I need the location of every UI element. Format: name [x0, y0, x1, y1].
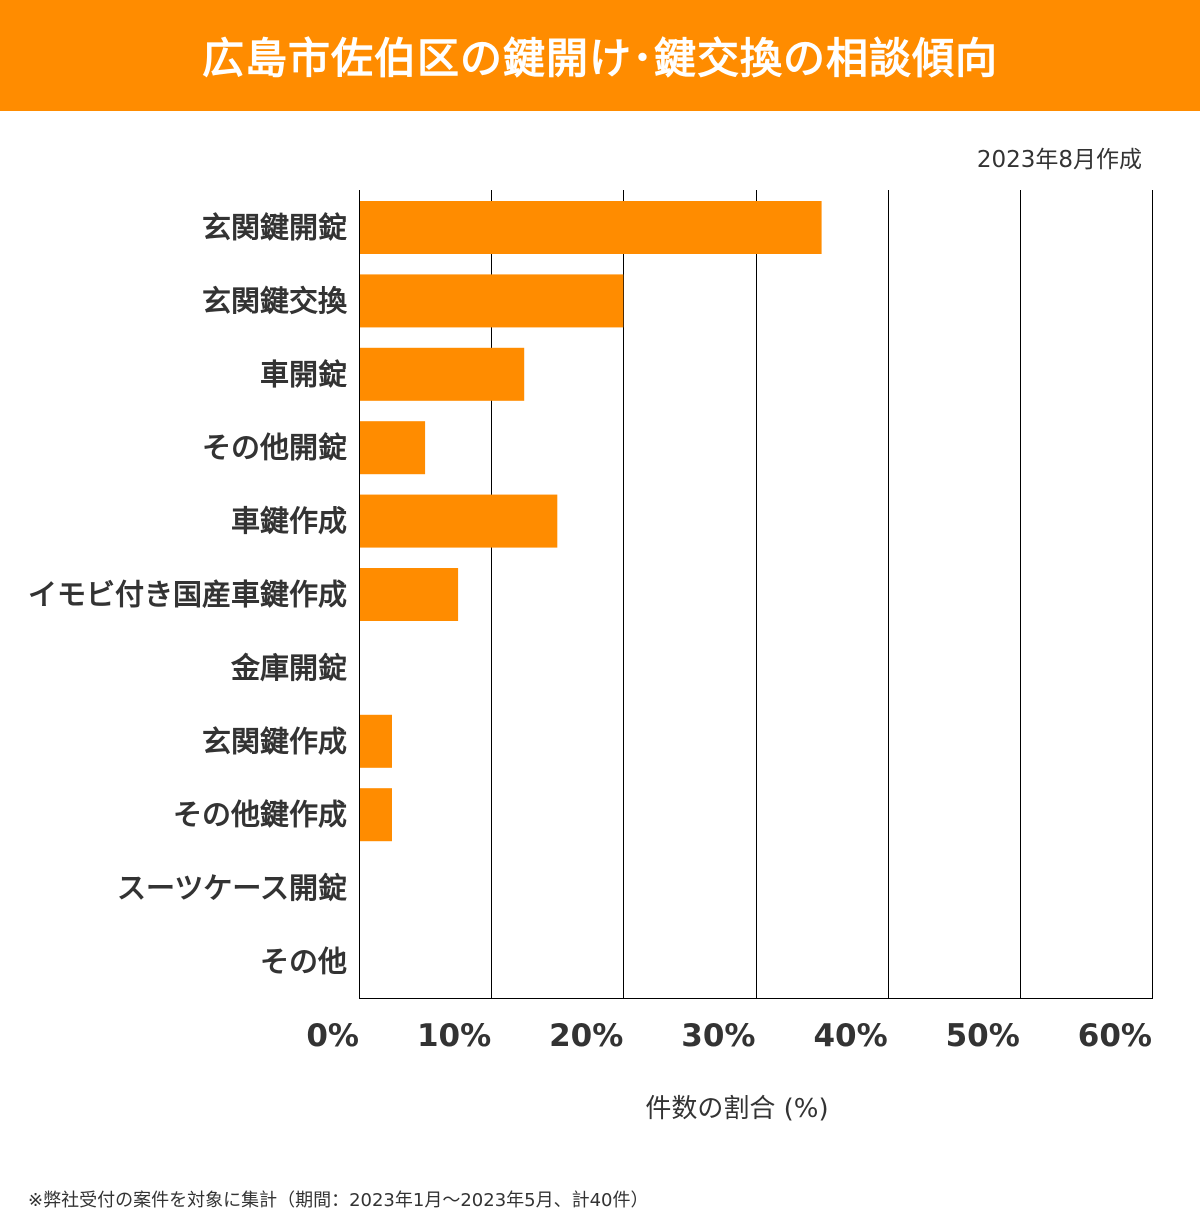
x-tick-label-50: 50%	[946, 1018, 1020, 1054]
bar-4	[359, 494, 558, 548]
category-label-6: 金庫開錠	[230, 651, 347, 685]
bar-0	[359, 201, 822, 254]
x-axis-title: 件数の割合 (%)	[645, 1094, 829, 1124]
category-label-5: イモビ付き国産車鍵作成	[28, 578, 347, 612]
x-tick-label-60: 60%	[1078, 1018, 1152, 1054]
grid-layer	[491, 190, 1153, 998]
bar-5	[359, 568, 459, 621]
category-label-1: 玄関鍵交換	[202, 284, 348, 318]
category-label-2: 車開錠	[260, 357, 347, 391]
bar-8	[359, 788, 392, 842]
category-label-9: スーツケース開錠	[117, 871, 347, 905]
x-tick-labels: 0% 10% 20% 30% 40% 50% 60%	[306, 1018, 1152, 1054]
bar-layer	[359, 201, 822, 842]
x-tick-label-30: 30%	[681, 1018, 755, 1054]
category-label-10: その他	[260, 945, 347, 979]
bar-3	[359, 421, 426, 475]
bar-1	[359, 274, 624, 328]
category-label-0: 玄関鍵開錠	[202, 211, 347, 245]
category-label-3: その他開錠	[202, 431, 347, 465]
axis-layer	[359, 190, 1153, 999]
x-tick-label-40: 40%	[813, 1018, 887, 1054]
bar-2	[359, 347, 525, 401]
title-bar: 広島市佐伯区の鍵開け･鍵交換の相談傾向	[0, 0, 1200, 111]
category-label-8: その他鍵作成	[173, 798, 347, 832]
x-tick-label-0: 0%	[306, 1018, 359, 1054]
bar-7	[359, 714, 392, 768]
category-labels: 玄関鍵開錠玄関鍵交換車開錠その他開錠車鍵作成イモビ付き国産車鍵作成金庫開錠玄関鍵…	[28, 211, 348, 979]
chart-title: 広島市佐伯区の鍵開け･鍵交換の相談傾向	[201, 34, 998, 83]
category-label-4: 車鍵作成	[231, 504, 347, 538]
x-tick-label-10: 10%	[417, 1018, 491, 1054]
created-date-note: 2023年8月作成	[976, 147, 1142, 173]
x-tick-label-20: 20%	[549, 1018, 623, 1054]
footnote: ※弊社受付の案件を対象に集計（期間：2023年1月～2023年5月、計40件）	[28, 1190, 649, 1211]
category-label-7: 玄関鍵作成	[202, 724, 347, 758]
